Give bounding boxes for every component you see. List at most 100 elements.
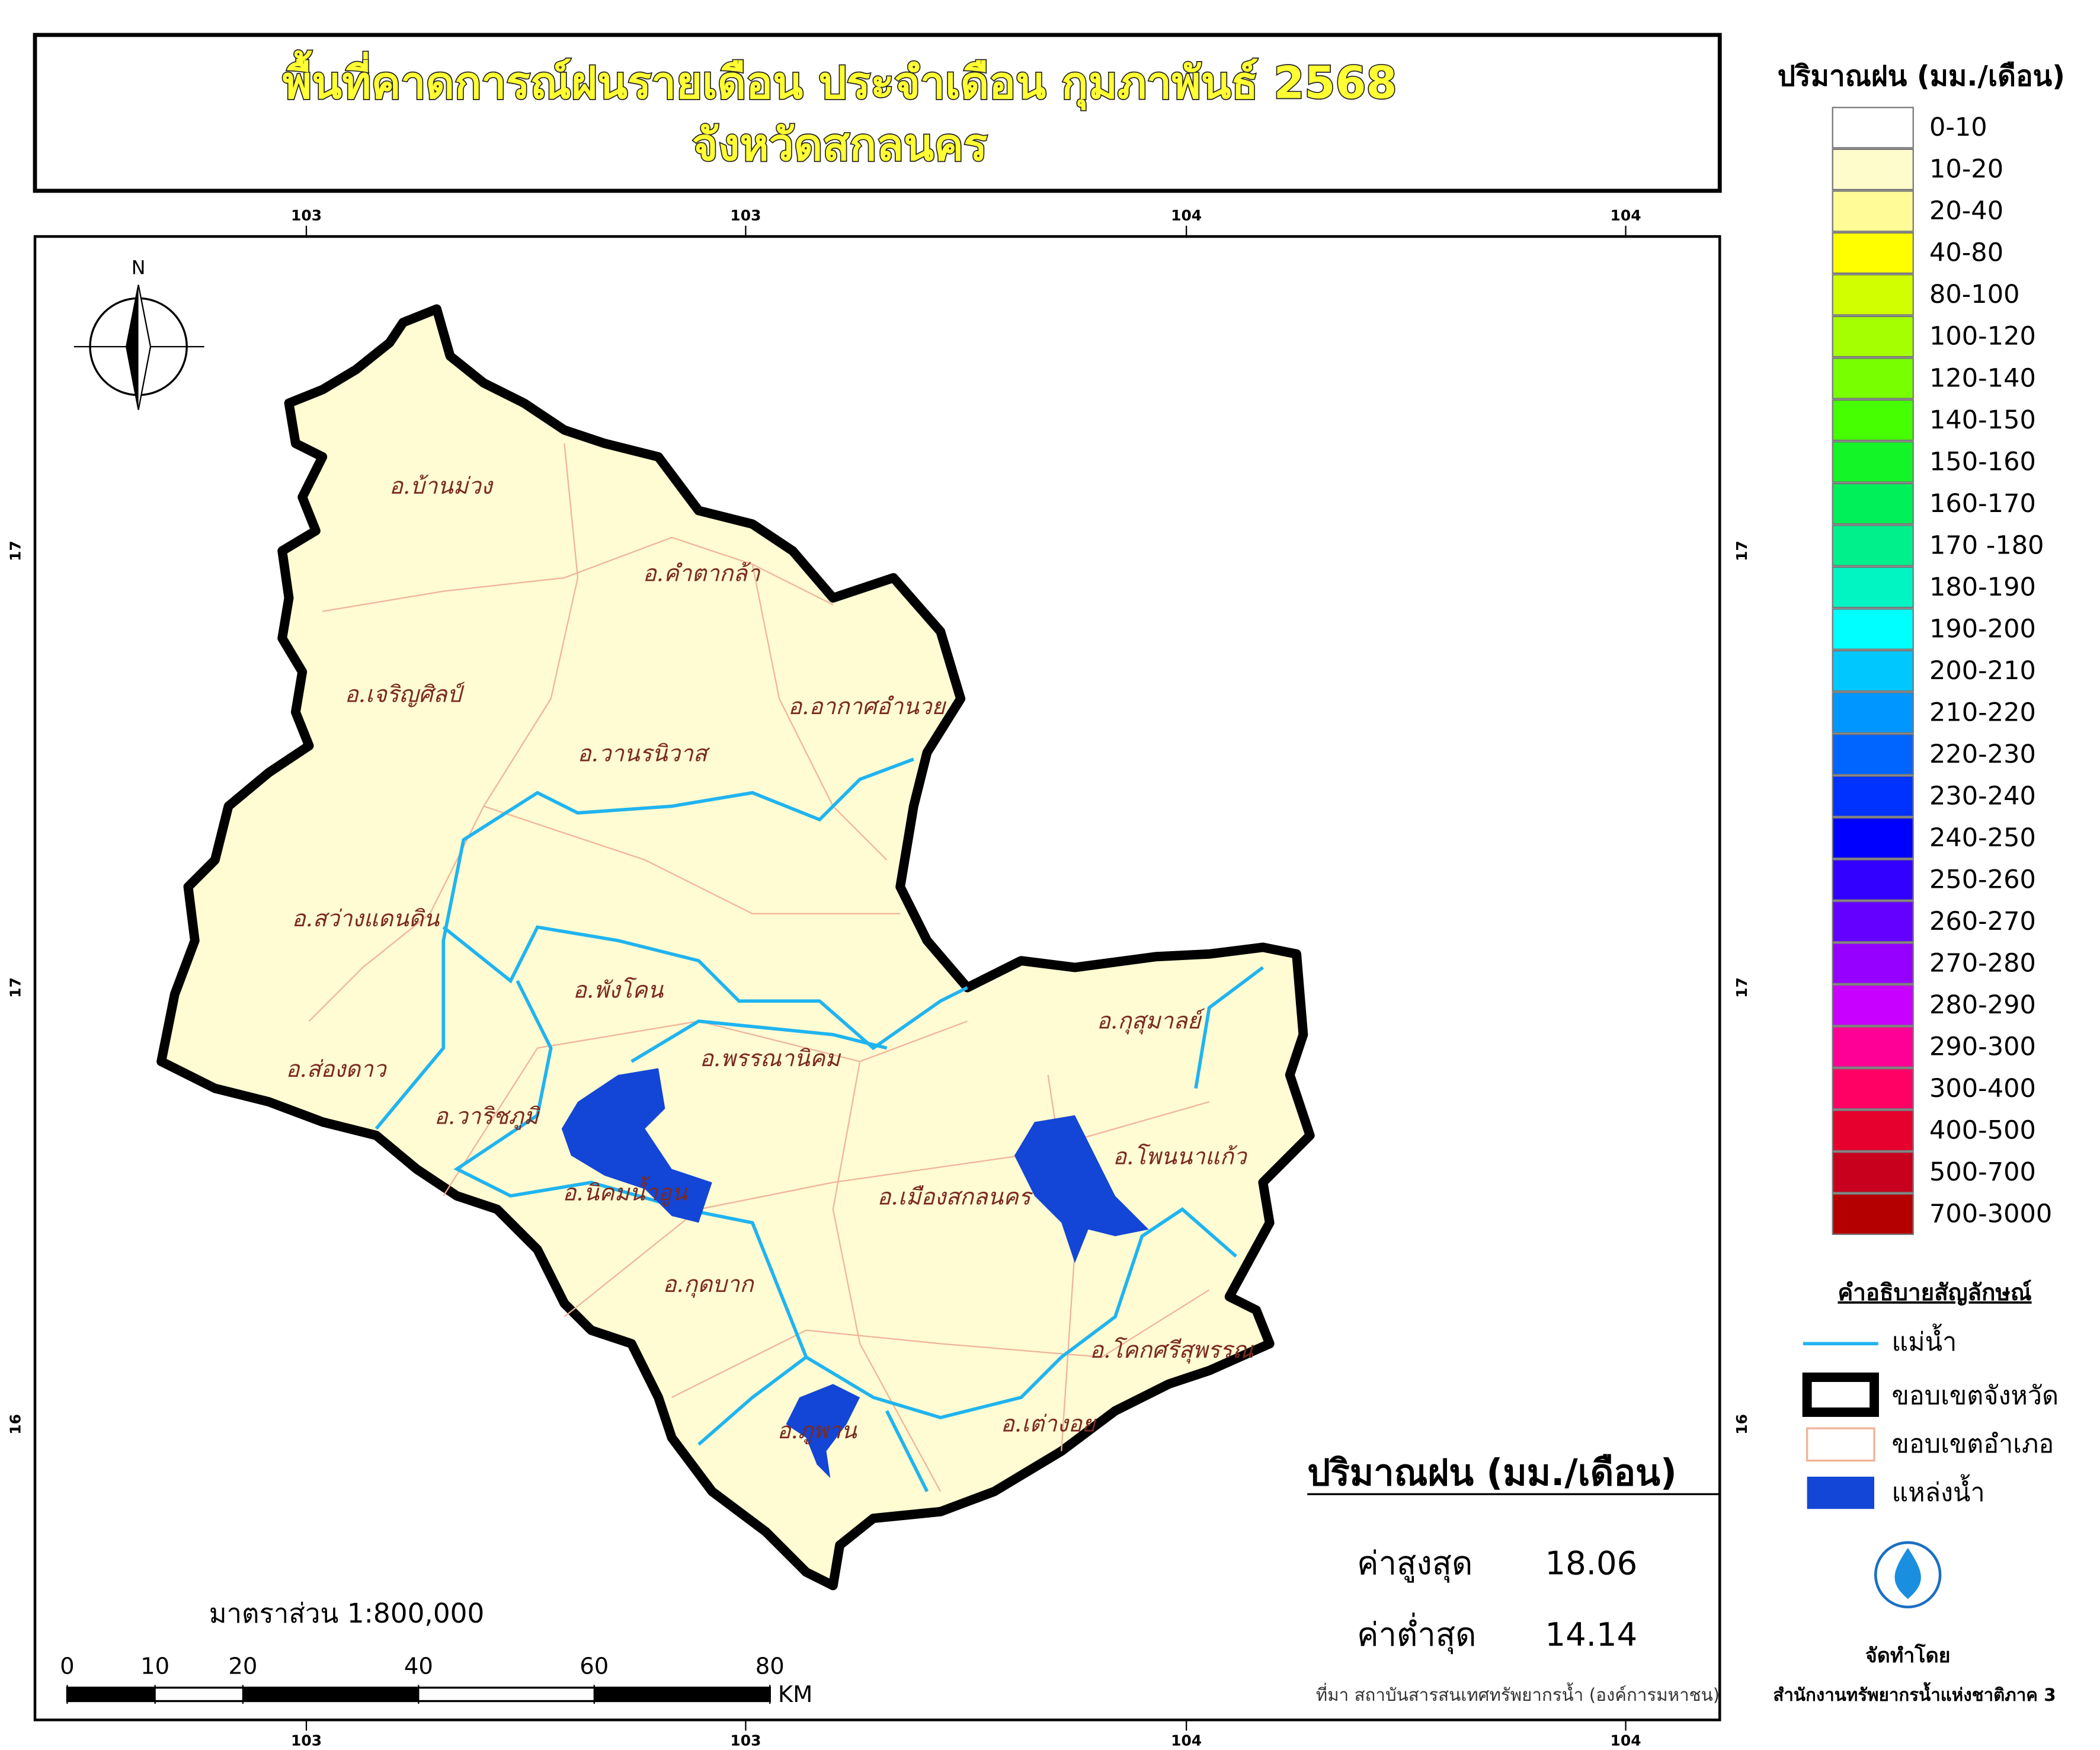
reservoirs	[561, 1068, 1149, 1479]
scale-tick-label: 40	[404, 1653, 433, 1679]
logo	[1874, 1541, 1942, 1609]
district-label: อ.ส่องดาว	[286, 1056, 388, 1083]
legend-label: 250-260	[1929, 865, 2036, 894]
subtitle: จังหวัดสกลนคร	[692, 119, 987, 171]
legend-label: 280-290	[1929, 990, 2036, 1020]
legend-swatch	[1832, 901, 1914, 943]
symbol-label: ขอบเขตจังหวัด	[1891, 1381, 2059, 1411]
legend-label: 100-120	[1929, 322, 2036, 351]
grid-label-top: 103	[730, 207, 761, 224]
water-symbol	[1807, 1476, 1875, 1509]
legend-swatch	[1832, 1026, 1914, 1068]
legend-swatch	[1832, 817, 1914, 859]
legend-label: 220-230	[1929, 740, 2036, 769]
legend-title: ปริมาณฝน (มม./เดือน)	[1778, 60, 2065, 93]
legend-swatch	[1832, 1151, 1914, 1194]
source: ที่มา สถาบันสารสนเทศทรัพยากรน้ำ (องค์การ…	[1316, 1682, 1720, 1705]
min-value: 14.14	[1545, 1615, 1638, 1653]
grid-label-top: 104	[1611, 207, 1641, 224]
symbol-label: ขอบเขตอำเภอ	[1891, 1429, 2054, 1459]
district-label: อ.ภูพาน	[777, 1418, 858, 1445]
title-box	[33, 33, 1722, 193]
legend-label: 170 -180	[1929, 530, 2044, 560]
legend-swatch	[1832, 1068, 1914, 1110]
grid-label-left: 17	[7, 977, 24, 998]
legend-label: 230-240	[1929, 781, 2036, 811]
district-label: อ.สว่างแดนดิน	[292, 906, 440, 932]
legend-label: 700-3000	[1929, 1199, 2052, 1229]
legend-swatch	[1832, 190, 1914, 232]
symbol-label: แหล่งน้ำ	[1891, 1474, 1984, 1508]
legend-swatch	[1832, 148, 1914, 191]
grid-label-right: 17	[1733, 540, 1750, 561]
legend-label: 210-220	[1929, 698, 2036, 727]
district-label: อ.พรรณานิคม	[700, 1045, 842, 1072]
legend-label: 10-20	[1929, 155, 2003, 184]
province-boundary	[156, 304, 1315, 1591]
province-symbol	[1802, 1373, 1879, 1417]
grid-label-top: 104	[1171, 207, 1202, 224]
legend-swatch	[1832, 1109, 1914, 1151]
grid-label-left: 17	[7, 540, 24, 561]
scale-tick-label: 10	[140, 1653, 169, 1679]
legend-swatch	[1832, 232, 1914, 274]
grid-label-bottom: 103	[730, 1732, 761, 1749]
district-label: อ.โคกศรีสุพรรณ	[1090, 1337, 1254, 1364]
stats-title: ปริมาณฝน (มม./เดือน)	[1307, 1452, 1677, 1494]
legend-label: 0-10	[1929, 113, 1987, 142]
grid-label-bottom: 103	[291, 1732, 322, 1749]
legend-label: 260-270	[1929, 907, 2036, 936]
legend-label: 20-40	[1929, 196, 2003, 226]
rivers	[374, 757, 1265, 1493]
legend-swatch	[1832, 524, 1914, 567]
legend-swatch	[1832, 733, 1914, 776]
legend-label: 150-160	[1929, 447, 2036, 476]
grid-label-right: 16	[1733, 1414, 1750, 1435]
legend-swatch	[1832, 984, 1914, 1026]
legend-label: 80-100	[1929, 280, 2020, 309]
symbol-legend-title: คำอธิบายสัญลักษณ์	[1837, 1279, 2031, 1306]
district-label: อ.เต่างอย	[1001, 1411, 1097, 1438]
grid-label-bottom: 104	[1171, 1732, 1202, 1749]
legend-label: 500-700	[1929, 1157, 2036, 1187]
district-label: อ.เจริญศิลป์	[345, 681, 466, 708]
legend-swatch	[1832, 692, 1914, 734]
legend-label: 270-280	[1929, 948, 2036, 978]
scale-segment	[67, 1687, 155, 1701]
legend-label: 140-150	[1929, 405, 2036, 435]
scale-segment	[242, 1687, 419, 1701]
legend-label: 120-140	[1929, 363, 2036, 393]
legend-swatch	[1832, 315, 1914, 358]
district-label: อ.กุสุมาลย์	[1097, 1007, 1205, 1035]
legend-label: 400-500	[1929, 1116, 2036, 1146]
legend-swatch	[1832, 107, 1914, 149]
grid-label-left: 16	[7, 1414, 24, 1435]
grid-label-right: 17	[1733, 977, 1750, 998]
scale-unit: KM	[778, 1681, 813, 1708]
scale-segment	[594, 1687, 770, 1701]
district-label: อ.วาริชภูมิ	[434, 1103, 540, 1130]
legend-label: 160-170	[1929, 489, 2036, 519]
max-value: 18.06	[1545, 1544, 1638, 1582]
max-label: ค่าสูงสุด	[1357, 1544, 1472, 1583]
legend-label: 190-200	[1929, 614, 2036, 644]
legend-swatch	[1832, 482, 1914, 525]
district-label: อ.คำตากล้า	[643, 560, 761, 587]
legend-swatch	[1832, 775, 1914, 817]
scale-tick-label: 0	[60, 1653, 75, 1679]
district-label: อ.อากาศอำนวย	[788, 693, 946, 720]
north-arrow: N	[73, 257, 204, 410]
legend-swatch	[1832, 399, 1914, 442]
title: พื้นที่คาดการณ์ฝนรายเดือน ประจำเดือน กุม…	[283, 50, 1397, 111]
legend-swatch	[1832, 859, 1914, 901]
legend-label: 180-190	[1929, 572, 2036, 602]
legend-label: 240-250	[1929, 823, 2036, 853]
scale-tick-label: 20	[228, 1653, 257, 1679]
legend-swatch	[1832, 608, 1914, 650]
credit-label: จัดทำโดย	[1865, 1643, 1951, 1668]
district-symbol	[1806, 1427, 1875, 1462]
district-label: อ.โพนนาแก้ว	[1113, 1143, 1248, 1170]
credit-org: สำนักงานทรัพยากรน้ำแห่งชาติภาค 3	[1773, 1682, 2056, 1705]
